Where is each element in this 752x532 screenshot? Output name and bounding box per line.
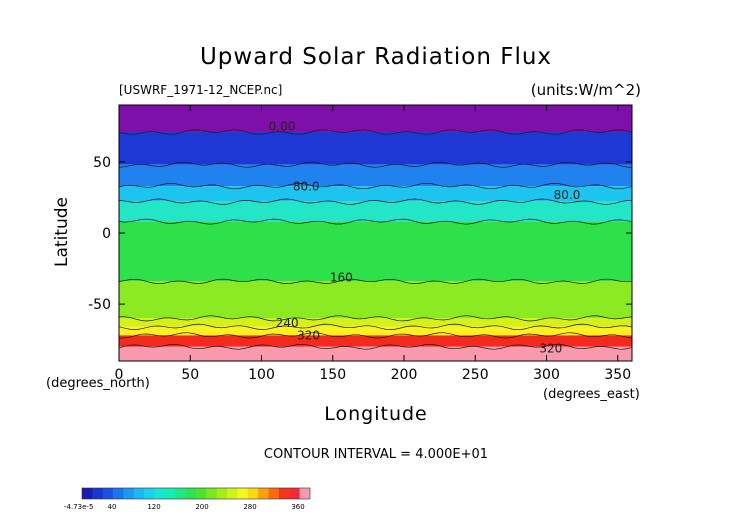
contour-label-2: 80.0 xyxy=(554,188,581,202)
contour-line-4 xyxy=(119,218,632,225)
colorbar-swatch-1 xyxy=(92,488,104,499)
y-tick-label-0: -50 xyxy=(88,297,111,313)
colorbar-swatch-15 xyxy=(237,488,249,499)
colorbar-swatch-19 xyxy=(278,488,290,499)
heatmap-band-5 xyxy=(119,221,632,282)
colorbar-swatch-18 xyxy=(268,488,280,499)
x-tick-label-1: 50 xyxy=(181,367,199,383)
contour-label-1: 80.0 xyxy=(293,179,320,193)
x-tick-label-4: 200 xyxy=(391,367,418,383)
colorbar-swatch-10 xyxy=(185,488,197,499)
x-tick-label-5: 250 xyxy=(462,367,489,383)
colorbar-frame xyxy=(81,487,311,500)
contour-line-7 xyxy=(119,323,632,331)
colorbar-swatch-13 xyxy=(216,488,228,499)
heatmap-band-8 xyxy=(119,326,632,336)
heatmap-bands xyxy=(119,105,632,361)
contour-line-5 xyxy=(119,278,632,285)
colorbar-swatch-20 xyxy=(289,488,300,499)
y-axis: -50 0 50 xyxy=(88,155,632,313)
x-axis: 0 50 100 150 200 250 300 350 xyxy=(115,105,631,383)
x-axis-label: Longitude xyxy=(324,403,428,425)
contour-line-3 xyxy=(119,198,632,205)
units-label: (units:W/m^2) xyxy=(530,81,641,99)
colorbar-tick-label-4: 280 xyxy=(243,503,256,511)
heatmap-band-3 xyxy=(119,186,632,202)
contour-label-6: 320 xyxy=(539,341,562,355)
heatmap-band-1 xyxy=(119,132,632,165)
colorbar-swatch-0 xyxy=(82,488,93,499)
colorbar-swatch-11 xyxy=(196,488,207,499)
colorbar-tick-label-0: -4.73e-5 xyxy=(64,503,93,511)
x-tick-label-2: 100 xyxy=(248,367,275,383)
contour-label-3: 160 xyxy=(330,270,353,284)
contour-line-8 xyxy=(119,332,632,339)
colorbar-tick-label-5: 360 xyxy=(291,503,304,511)
contour-label-4: 240 xyxy=(276,316,299,330)
x-tick-label-0: 0 xyxy=(115,367,124,383)
x-tick-label-7: 350 xyxy=(604,367,631,383)
colorbar-swatch-2 xyxy=(102,488,114,499)
contour-line-9 xyxy=(119,343,632,350)
contour-interval-text: CONTOUR INTERVAL = 4.000E+01 xyxy=(263,447,489,462)
colorbar-swatch-9 xyxy=(175,488,186,499)
colorbar-swatch-3 xyxy=(113,488,124,499)
y-tick-label-1: 0 xyxy=(102,226,111,242)
colorbar-swatch-16 xyxy=(247,488,259,499)
chart-title: Upward Solar Radiation Flux xyxy=(199,44,553,70)
colorbar-swatch-21 xyxy=(299,488,311,499)
colorbar-tick-label-3: 200 xyxy=(195,503,208,511)
source-file-label: [USWRF_1971-12_NCEP.nc] xyxy=(119,83,283,97)
y-tick-label-2: 50 xyxy=(93,155,111,171)
colorbar-tick-label-1: 40 xyxy=(108,503,117,511)
contour-line-0 xyxy=(119,129,632,135)
colorbar-swatch-8 xyxy=(164,488,176,499)
colorbar-tick-label-2: 120 xyxy=(147,503,160,511)
x-tick-label-6: 300 xyxy=(533,367,560,383)
colorbar-swatch-12 xyxy=(206,488,218,499)
colorbar-swatch-5 xyxy=(133,488,145,499)
heatmap-band-9 xyxy=(119,335,632,347)
heatmap-band-2 xyxy=(119,164,632,187)
heatmap-band-7 xyxy=(119,318,632,327)
heatmap-band-10 xyxy=(119,346,632,361)
colorbar-swatch-6 xyxy=(144,488,155,499)
heatmap-band-4 xyxy=(119,201,632,222)
contour-label-0: 0.00 xyxy=(269,120,296,134)
colorbar-swatch-17 xyxy=(258,488,269,499)
x-tick-label-3: 150 xyxy=(319,367,346,383)
contour-line-2 xyxy=(119,182,632,190)
contour-line-6 xyxy=(119,315,632,322)
contour-label-5: 320 xyxy=(297,329,320,343)
contour-line-1 xyxy=(119,161,632,168)
heatmap-band-6 xyxy=(119,281,632,319)
colorbar-swatch-7 xyxy=(154,488,166,499)
colorbar-swatch-4 xyxy=(123,488,135,499)
x-unit-label: (degrees_east) xyxy=(543,387,640,402)
y-unit-label: (degrees_north) xyxy=(46,376,150,391)
colorbar-swatch-14 xyxy=(227,488,238,499)
